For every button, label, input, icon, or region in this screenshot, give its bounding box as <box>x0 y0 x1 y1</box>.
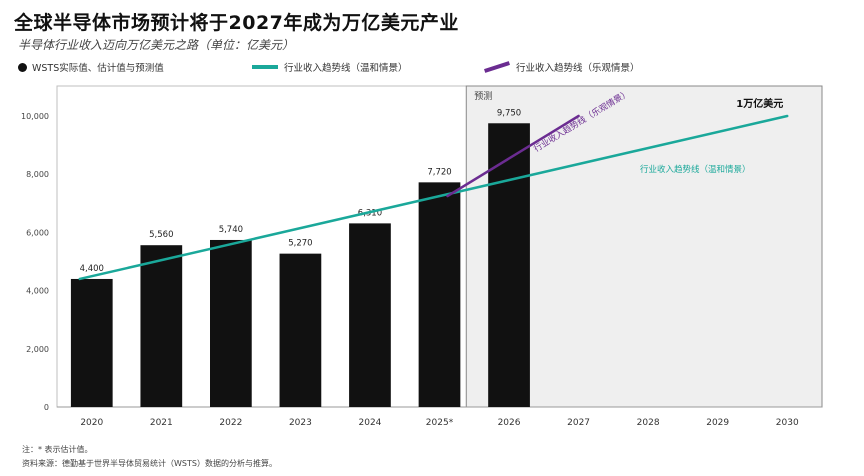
bar <box>279 253 322 407</box>
x-tick-label: 2020 <box>80 418 103 428</box>
bar <box>349 223 391 407</box>
bar-value-label: 5,560 <box>149 230 173 240</box>
forecast-label: 预测 <box>474 91 492 102</box>
legend-item-optimistic: 行业收入趋势线（乐观情景） <box>484 60 640 74</box>
bar-value-label: 5,270 <box>288 239 312 249</box>
legend-label-optimistic: 行业收入趋势线（乐观情景） <box>516 63 640 74</box>
y-tick-label: 6,000 <box>26 228 49 237</box>
y-tick-label: 2,000 <box>26 345 49 354</box>
x-tick-label: 2027 <box>567 418 590 428</box>
chart-subtitle: 半导体行业收入迈向万亿美元之路（单位：亿美元） <box>18 38 295 52</box>
x-tick-label: 2021 <box>150 418 173 428</box>
bar <box>488 123 530 408</box>
legend-item-moderate: 行业收入趋势线（温和情景） <box>252 60 408 74</box>
x-tick-label: 2022 <box>219 418 242 428</box>
y-tick-label: 10,000 <box>21 112 49 121</box>
footnote: 注：* 表示估计值。 <box>22 445 93 454</box>
bar-value-label: 5,740 <box>219 225 243 235</box>
x-tick-label: 2024 <box>359 418 382 428</box>
trend-line-moderate <box>78 114 789 281</box>
teal-line-icon <box>252 65 278 69</box>
y-tick-label: 0 <box>44 403 49 412</box>
bar <box>418 182 461 407</box>
trend-line-optimistic <box>446 114 580 198</box>
trend-label-moderate: 行业收入趋势线（温和情景） <box>640 164 751 175</box>
x-tick-label: 2025* <box>426 418 454 428</box>
bar-value-label: 7,720 <box>427 167 451 177</box>
black-dot-icon <box>18 62 27 72</box>
x-tick-label: 2030 <box>776 418 799 428</box>
chart-title: 全球半导体市场预计将于2027年成为万亿美元产业 <box>14 12 459 34</box>
legend-label-moderate: 行业收入趋势线（温和情景） <box>284 63 408 74</box>
bar <box>140 245 183 407</box>
legend-label-actual: WSTS实际值、估计值与预测值 <box>32 63 164 74</box>
bar <box>210 239 252 407</box>
source-note: 资料来源：德勤基于世界半导体贸易统计（WSTS）数据的分析与推算。 <box>22 459 277 468</box>
bar-value-label: 4,400 <box>80 264 104 274</box>
trend-end-label: 1万亿美元 <box>736 97 783 110</box>
x-tick-label: 2026 <box>498 418 521 428</box>
y-tick-label: 8,000 <box>26 170 49 179</box>
x-tick-label: 2023 <box>289 418 312 428</box>
bar-value-label: 9,750 <box>497 108 521 118</box>
x-tick-label: 2029 <box>706 418 729 428</box>
legend-item-actual: WSTS实际值、估计值与预测值 <box>18 60 164 74</box>
y-tick-label: 4,000 <box>26 287 49 296</box>
x-tick-label: 2028 <box>637 418 660 428</box>
bar <box>70 278 113 407</box>
